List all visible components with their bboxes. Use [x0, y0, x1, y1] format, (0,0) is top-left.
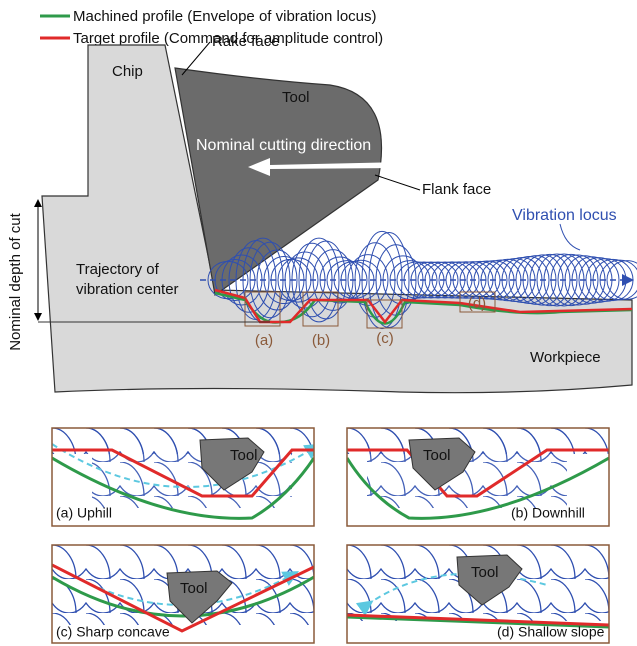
- panel: Tool (d) Shallow slope: [347, 545, 609, 643]
- panel-caption: (d) Shallow slope: [497, 624, 605, 640]
- panel-tool: Tool: [471, 564, 499, 581]
- panel-tool: Tool: [180, 580, 208, 597]
- trajectory-label: vibration center: [76, 281, 179, 298]
- panel-caption: (a) Uphill: [56, 505, 112, 521]
- legend-label: Machined profile (Envelope of vibration …: [73, 8, 377, 25]
- depth-label: Nominal depth of cut: [7, 212, 24, 350]
- region-label: (a): [255, 332, 273, 349]
- rake-face-label: Rake face: [212, 33, 280, 50]
- locus-label: Vibration locus: [512, 207, 617, 224]
- panel-caption: (b) Downhill: [511, 505, 585, 521]
- flank-face-label: Flank face: [422, 181, 491, 198]
- panel-caption: (c) Sharp concave: [56, 624, 170, 640]
- workpiece-label: Workpiece: [530, 349, 601, 366]
- region-label: (d): [468, 295, 486, 312]
- panel-tool: Tool: [230, 447, 258, 464]
- leader: [560, 224, 580, 250]
- chip-label: Chip: [112, 63, 143, 80]
- tool-label: Tool: [282, 89, 310, 106]
- panel-tool: Tool: [423, 447, 451, 464]
- region-label: (b): [312, 332, 330, 349]
- diagram: Machined profile (Envelope of vibration …: [0, 0, 637, 646]
- region-label: (c): [376, 330, 394, 347]
- panel: Tool (c) Sharp concave: [52, 545, 314, 643]
- direction-label: Nominal cutting direction: [196, 137, 371, 154]
- trajectory-label: Trajectory of: [76, 261, 160, 278]
- panel: Tool (a) Uphill: [52, 428, 314, 526]
- panel: Tool (b) Downhill: [347, 428, 609, 526]
- leader: [375, 175, 420, 190]
